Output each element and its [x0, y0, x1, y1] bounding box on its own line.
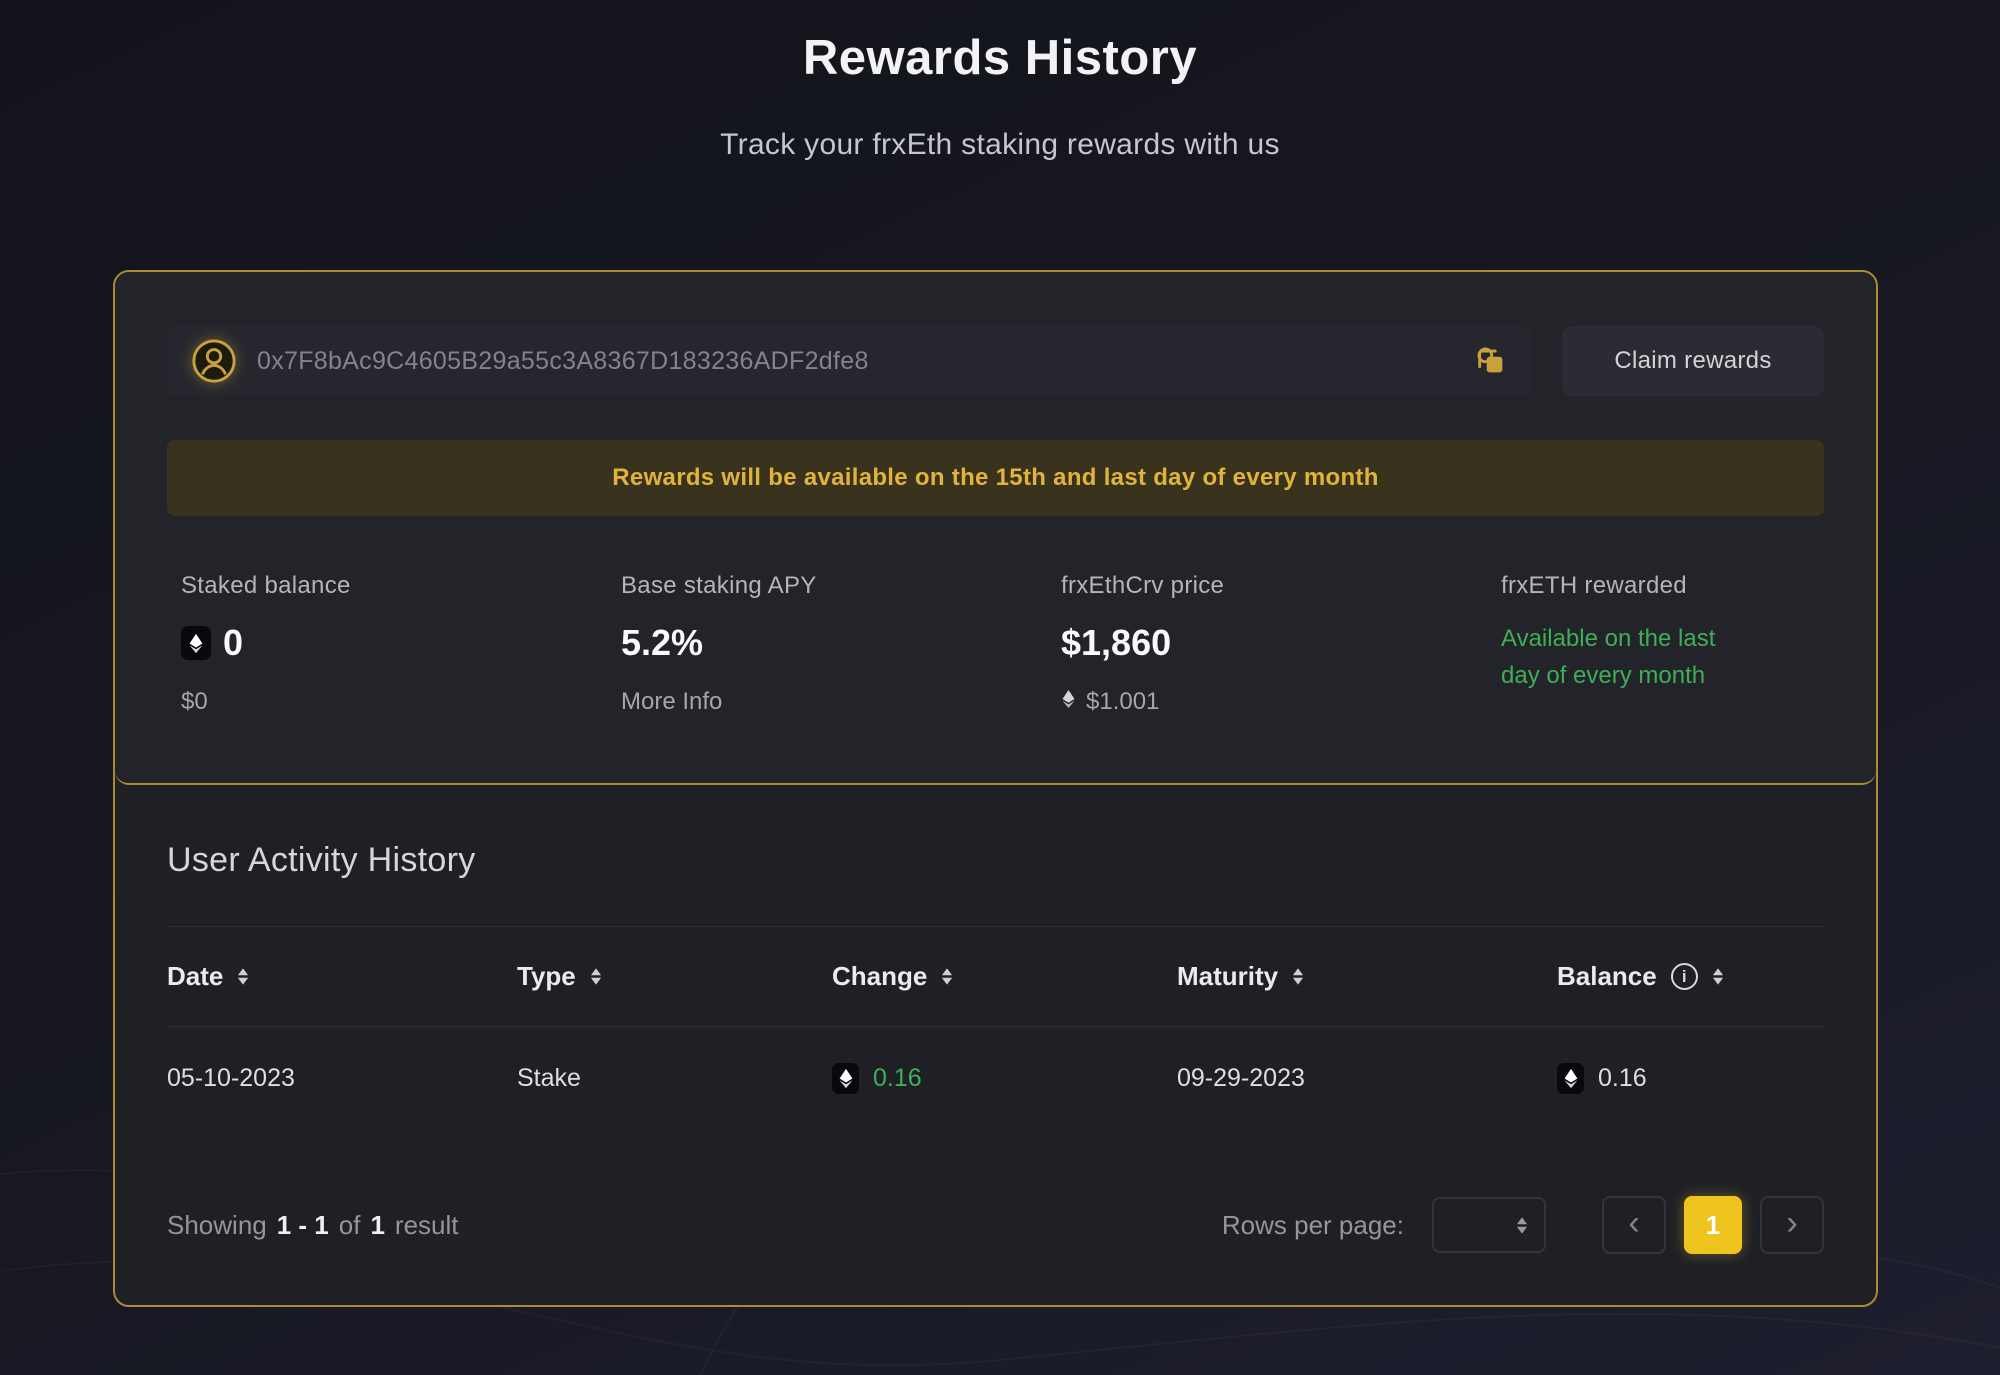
stat-label: Base staking APY: [621, 572, 817, 599]
column-header-change[interactable]: Change: [832, 961, 1177, 992]
column-header-date[interactable]: Date: [167, 961, 517, 992]
rewards-notice-text: Rewards will be available on the 15th an…: [612, 464, 1379, 491]
column-header-type[interactable]: Type: [517, 961, 832, 992]
sort-icon: [238, 968, 249, 985]
rewards-notice-banner: Rewards will be available on the 15th an…: [167, 440, 1824, 516]
staked-balance-value: 0: [223, 622, 244, 663]
cell-type: Stake: [517, 1064, 581, 1092]
previous-page-button[interactable]: ‹: [1602, 1196, 1666, 1254]
pagination-bar: Showing 1 - 1 of 1 result Rows per page:…: [167, 1196, 1824, 1254]
page-subtitle: Track your frxEth staking rewards with u…: [720, 128, 1280, 161]
wallet-address-value: 0x7F8bAc9C4605B29a55c3A8367D183236ADF2df…: [257, 346, 869, 375]
chevron-up-down-icon: [1516, 1216, 1528, 1234]
user-activity-panel: User Activity History Date Type Change M…: [115, 785, 1876, 1254]
rewards-summary-panel: 0x7F8bAc9C4605B29a55c3A8367D183236ADF2df…: [115, 272, 1876, 785]
frxeth-token-icon: [1557, 1063, 1584, 1094]
stat-base-apy: Base staking APY 5.2% More Info: [621, 572, 1061, 716]
page-title: Rewards History: [802, 31, 1198, 85]
stat-frxethcrv-price: frxEthCrv price $1,860 $1.001: [1061, 572, 1501, 716]
table-header-row: Date Type Change Maturity Balance: [167, 927, 1824, 1026]
cell-change: 0.16: [832, 1063, 1177, 1094]
balance-value: 0.16: [1598, 1064, 1647, 1092]
rewards-card: 0x7F8bAc9C4605B29a55c3A8367D183236ADF2df…: [113, 270, 1878, 1307]
rows-per-page-select[interactable]: [1432, 1197, 1546, 1253]
page-header: Rewards History Track your frxEth stakin…: [0, 30, 2000, 162]
change-value: 0.16: [873, 1064, 922, 1092]
frxeth-token-icon: [181, 626, 211, 660]
rewarded-availability-text: Available on the last day of every month: [1501, 625, 1716, 690]
next-page-button[interactable]: ›: [1760, 1196, 1824, 1254]
column-header-balance[interactable]: Balance: [1557, 961, 1824, 992]
cell-date: 05-10-2023: [167, 1064, 295, 1092]
sort-icon: [942, 968, 953, 985]
divider: [167, 926, 1824, 927]
apy-value: 5.2%: [621, 622, 704, 663]
results-summary: Showing 1 - 1 of 1 result: [167, 1209, 459, 1240]
address-row: 0x7F8bAc9C4605B29a55c3A8367D183236ADF2df…: [167, 326, 1824, 396]
cell-maturity: 09-29-2023: [1177, 1064, 1305, 1092]
frxethcrv-price-value: $1,860: [1061, 622, 1172, 663]
table-row: 05-10-2023 Stake 0.16 09-29-2023 0.16: [167, 1027, 1824, 1124]
sort-icon: [590, 968, 601, 985]
stat-label: frxEthCrv price: [1061, 572, 1225, 599]
frxeth-token-icon: [832, 1063, 859, 1094]
page-1-button[interactable]: 1: [1684, 1196, 1742, 1254]
wallet-address-input[interactable]: 0x7F8bAc9C4605B29a55c3A8367D183236ADF2df…: [167, 326, 1532, 396]
stat-label: frxETH rewarded: [1501, 572, 1687, 599]
cell-balance: 0.16: [1557, 1063, 1824, 1094]
results-range: 1 - 1: [276, 1209, 329, 1240]
copy-address-button[interactable]: [1474, 344, 1508, 378]
stat-frxeth-rewarded: frxETH rewarded Available on the last da…: [1501, 572, 1824, 716]
column-header-maturity[interactable]: Maturity: [1177, 961, 1557, 992]
rows-per-page-label: Rows per page:: [1221, 1209, 1404, 1240]
sort-icon: [1712, 968, 1723, 985]
claim-rewards-button[interactable]: Claim rewards: [1562, 326, 1824, 396]
copy-icon: [1477, 347, 1503, 373]
balance-info-icon[interactable]: [1670, 963, 1698, 990]
user-activity-heading: User Activity History: [167, 841, 476, 879]
eth-price-value: $1.001: [1086, 688, 1160, 715]
user-circle-icon: [192, 339, 236, 383]
sort-icon: [1293, 968, 1304, 985]
staked-balance-usd: $0: [181, 688, 208, 715]
results-total: 1: [370, 1209, 385, 1240]
stats-row: Staked balance 0 $0 Base staking APY 5.2…: [167, 572, 1824, 716]
stat-label: Staked balance: [181, 572, 351, 599]
divider: [167, 1026, 1824, 1027]
eth-icon: [1061, 688, 1076, 716]
stat-staked-balance: Staked balance 0 $0: [181, 572, 621, 716]
more-info-link[interactable]: More Info: [621, 688, 723, 715]
